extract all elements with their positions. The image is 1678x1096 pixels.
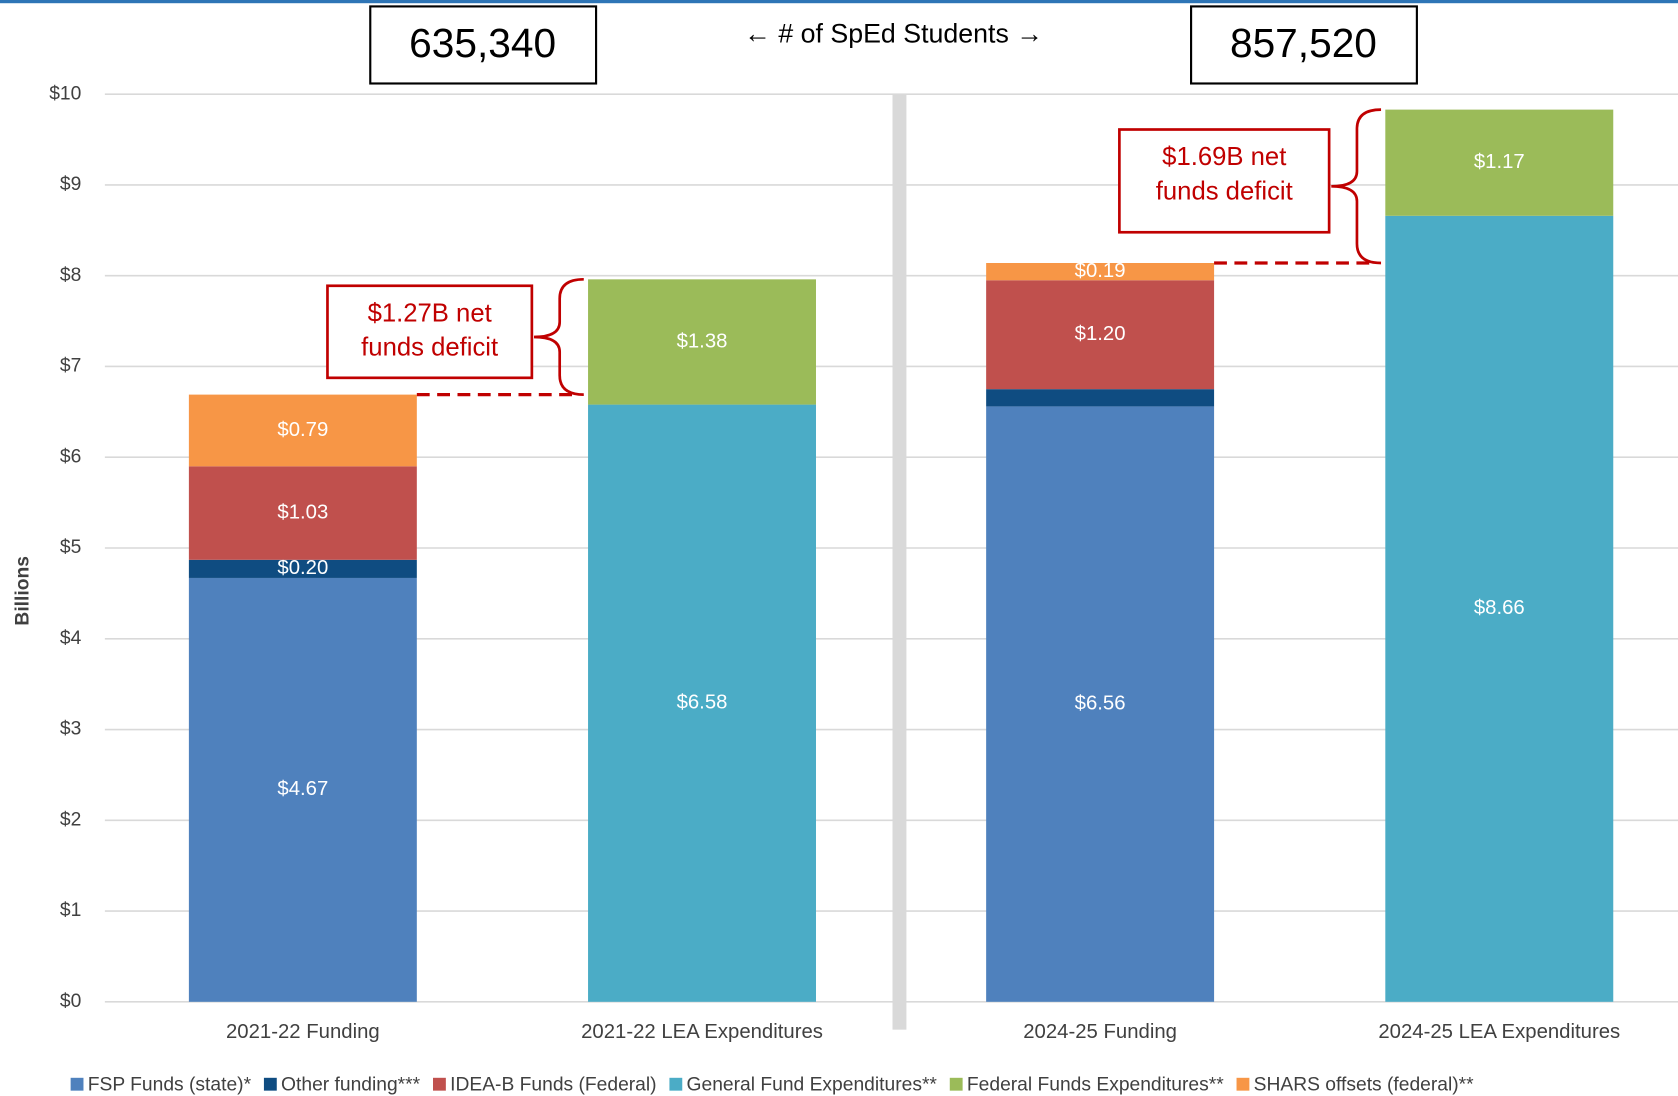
- annotation: $1.69B net: [1162, 143, 1286, 171]
- y-axis-label: Billions: [13, 556, 34, 626]
- bar-segment: [986, 406, 1215, 1002]
- legend-swatch: [1236, 1077, 1250, 1091]
- legend-label: IDEA-B Funds (Federal): [450, 1074, 656, 1095]
- y-tick-label: $1: [60, 900, 81, 921]
- period-separator: [892, 94, 907, 1030]
- x-tick-label: 2021-22 LEA Expenditures: [581, 1021, 823, 1043]
- legend-swatch: [433, 1077, 446, 1091]
- bar-segment: [188, 466, 417, 560]
- bar-segment: [188, 559, 417, 578]
- annotation-box: [369, 5, 598, 85]
- bar-segment: [188, 577, 417, 1002]
- bar-segment: [986, 389, 1215, 407]
- bar-segment: [986, 280, 1215, 390]
- top-rule: [0, 0, 1678, 4]
- data-label: $0.79: [277, 419, 328, 441]
- annotation: 635,340: [409, 20, 556, 66]
- bar-segment: [588, 404, 816, 1002]
- y-tick-label: $8: [60, 265, 81, 286]
- annotation: ← # of SpEd Students →: [744, 18, 1043, 48]
- y-tick-label: $10: [49, 83, 81, 104]
- data-label: $6.58: [677, 692, 728, 714]
- y-tick-label: $6: [60, 446, 81, 467]
- annotation-box: [1118, 128, 1331, 234]
- annotation-box: [326, 284, 534, 380]
- bar-segment: [188, 394, 417, 467]
- annotation: funds deficit: [361, 334, 498, 362]
- brace: [1331, 108, 1382, 265]
- y-tick-label: $7: [60, 356, 81, 377]
- data-label: $6.56: [1075, 692, 1126, 714]
- data-label: $1.17: [1474, 151, 1525, 173]
- annotation: $1.27B net: [368, 299, 492, 327]
- annotation-box: [1190, 5, 1418, 85]
- legend-label: SHARS offsets (federal)**: [1254, 1074, 1475, 1095]
- data-label: $1.38: [677, 330, 728, 352]
- legend-swatch: [263, 1077, 277, 1091]
- bar-segment: [986, 263, 1215, 281]
- legend-label: General Fund Expenditures**: [687, 1074, 938, 1095]
- data-label: $8.66: [1474, 597, 1525, 619]
- brace: [534, 278, 584, 396]
- data-label: $1.20: [1075, 323, 1126, 345]
- legend-swatch: [669, 1077, 683, 1091]
- legend-label: Federal Funds Expenditures**: [967, 1074, 1224, 1095]
- bar-segment: [1385, 215, 1614, 1002]
- legend-swatch: [70, 1077, 84, 1091]
- y-tick-label: $5: [60, 537, 81, 558]
- x-tick-label: 2024-25 Funding: [1023, 1021, 1177, 1043]
- x-tick-label: 2024-25 LEA Expenditures: [1378, 1021, 1620, 1043]
- data-label: $4.67: [277, 778, 328, 800]
- x-tick-label: 2021-22 Funding: [226, 1021, 380, 1043]
- data-label: $1.03: [277, 501, 328, 523]
- annotation: 857,520: [1230, 20, 1377, 66]
- y-tick-label: $4: [60, 628, 82, 649]
- y-tick-label: $2: [60, 809, 81, 830]
- annotation: funds deficit: [1156, 177, 1293, 205]
- legend-label: Other funding***: [281, 1074, 421, 1095]
- y-tick-label: $0: [60, 991, 81, 1012]
- bar-segment: [588, 279, 816, 405]
- legend-label: FSP Funds (state)*: [88, 1074, 252, 1095]
- data-label: $0.20: [277, 557, 328, 579]
- legend-swatch: [949, 1077, 963, 1091]
- y-tick-label: $9: [60, 174, 81, 195]
- y-tick-label: $3: [60, 719, 81, 740]
- data-label: $0.19: [1075, 260, 1126, 282]
- bar-segment: [1385, 109, 1614, 216]
